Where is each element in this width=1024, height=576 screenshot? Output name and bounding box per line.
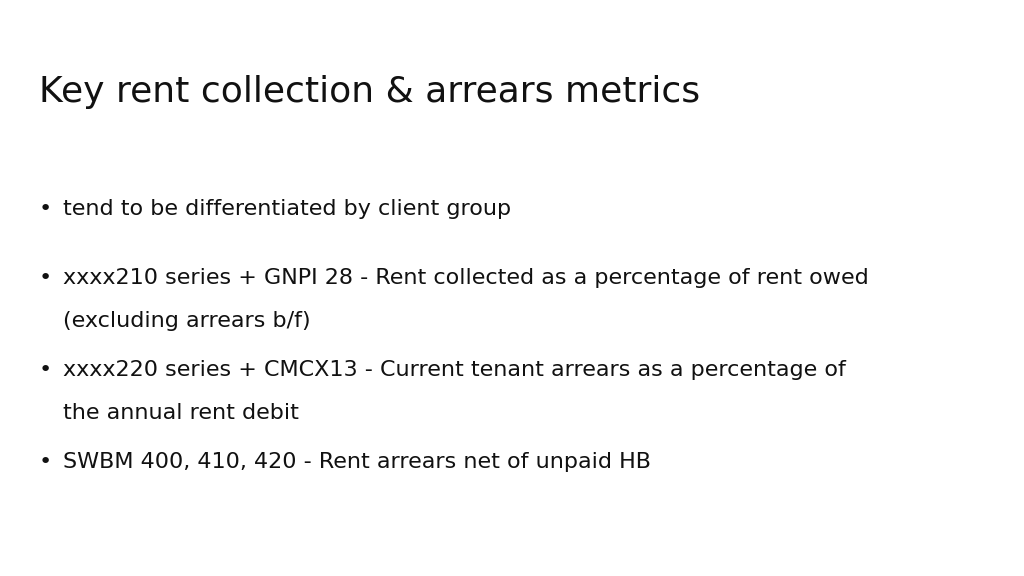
Text: •: • bbox=[39, 360, 52, 380]
Text: •: • bbox=[39, 452, 52, 472]
Text: SWBM 400, 410, 420 - Rent arrears net of unpaid HB: SWBM 400, 410, 420 - Rent arrears net of… bbox=[63, 452, 651, 472]
Text: •: • bbox=[39, 199, 52, 219]
Text: xxxx210 series + GNPI 28 - Rent collected as a percentage of rent owed: xxxx210 series + GNPI 28 - Rent collecte… bbox=[63, 268, 869, 288]
Text: the annual rent debit: the annual rent debit bbox=[63, 403, 299, 423]
Text: Key rent collection & arrears metrics: Key rent collection & arrears metrics bbox=[39, 75, 700, 109]
Text: •: • bbox=[39, 268, 52, 288]
Text: tend to be differentiated by client group: tend to be differentiated by client grou… bbox=[63, 199, 512, 219]
Text: xxxx220 series + CMCX13 - Current tenant arrears as a percentage of: xxxx220 series + CMCX13 - Current tenant… bbox=[63, 360, 847, 380]
Text: (excluding arrears b/f): (excluding arrears b/f) bbox=[63, 311, 311, 331]
